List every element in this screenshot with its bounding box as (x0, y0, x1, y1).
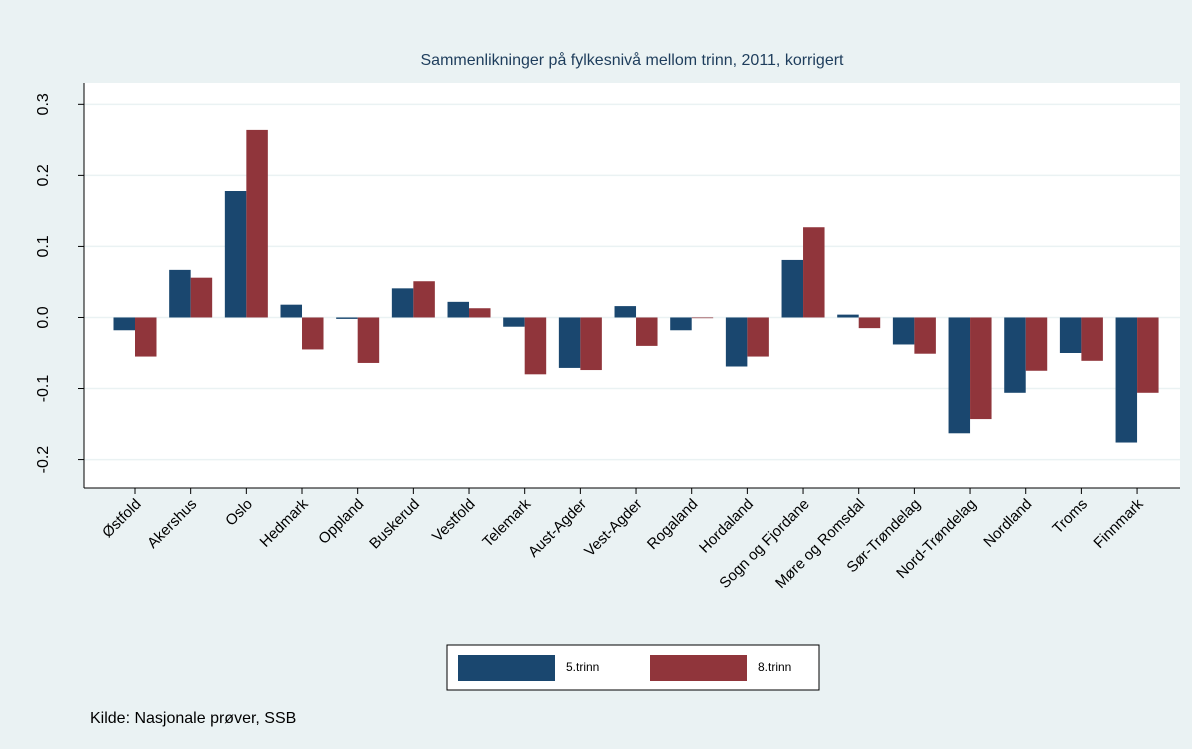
bar (1081, 317, 1103, 361)
y-tick-label: -0.2 (35, 446, 52, 474)
bar (503, 317, 525, 327)
bar (636, 317, 658, 346)
bar (781, 259, 804, 318)
bar (614, 306, 637, 318)
bar (524, 317, 547, 375)
bar (670, 317, 692, 331)
legend-swatch (650, 655, 747, 681)
bar (948, 317, 971, 434)
y-tick-label: 0.2 (35, 164, 52, 186)
bar (224, 191, 247, 318)
legend-label: 5.trinn (566, 660, 599, 674)
y-tick-label: 0.1 (35, 235, 52, 257)
y-tick-label: 0.3 (35, 93, 52, 115)
y-tick-label: -0.1 (35, 375, 52, 403)
bar (113, 317, 135, 331)
bar (135, 317, 157, 357)
legend-label: 8.trinn (758, 660, 791, 674)
bar (302, 317, 324, 350)
bar (447, 301, 470, 318)
chart-title: Sammenlikninger på fylkesnivå mellom tri… (421, 51, 845, 69)
y-tick-label: 0.0 (35, 306, 52, 328)
bar (803, 227, 825, 318)
bar (914, 317, 936, 354)
bar (1025, 317, 1048, 371)
bar (469, 308, 491, 318)
bar (336, 317, 358, 319)
bar (357, 317, 380, 363)
bar (1059, 317, 1082, 353)
bar (391, 288, 414, 318)
bar (837, 314, 859, 318)
bar (858, 317, 881, 329)
bar (1137, 317, 1159, 393)
bar (1115, 317, 1138, 443)
bar (558, 317, 581, 368)
bar (246, 129, 268, 318)
bar (580, 317, 602, 371)
bar (747, 317, 769, 357)
bar (413, 281, 435, 318)
legend-swatch (458, 655, 555, 681)
bar (169, 269, 191, 318)
bar (280, 304, 303, 318)
bar (892, 317, 915, 345)
source-note: Kilde: Nasjonale prøver, SSB (90, 710, 296, 727)
bar (691, 317, 714, 319)
bar (725, 317, 748, 367)
bar (190, 277, 213, 318)
bar (1004, 317, 1026, 393)
bar (970, 317, 992, 420)
